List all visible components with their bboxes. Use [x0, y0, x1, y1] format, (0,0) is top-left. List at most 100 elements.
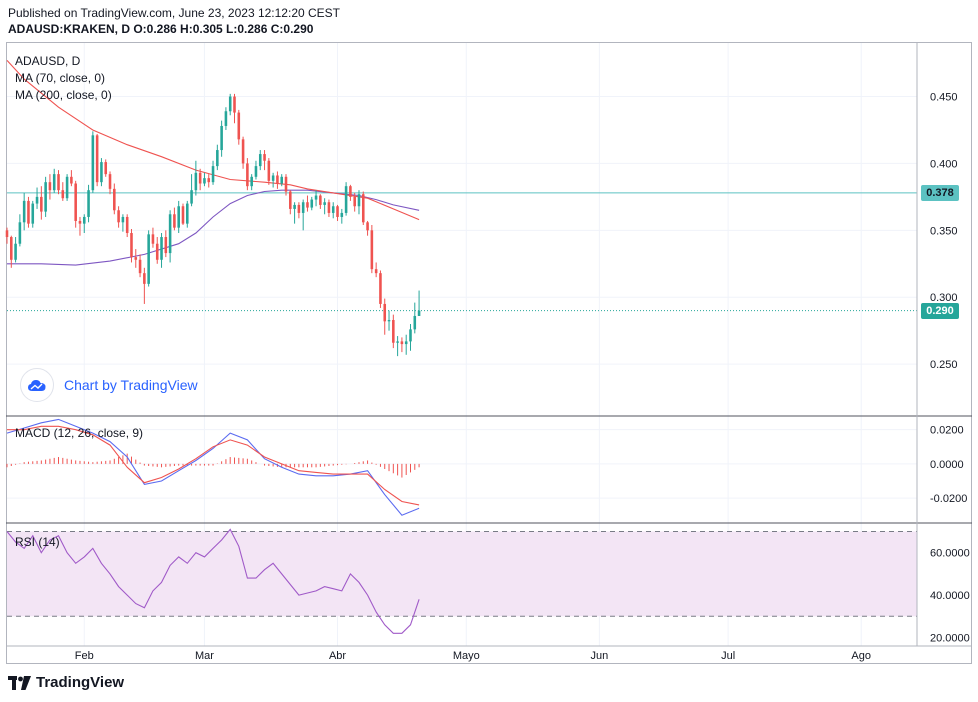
candle-body: [336, 206, 339, 217]
rsi-band-fill: [7, 531, 917, 617]
macd-tick-label: 0.0000: [930, 459, 964, 471]
candle-body: [104, 162, 108, 175]
candle-body: [61, 190, 65, 199]
candle-body: [417, 310, 421, 316]
candle-body: [198, 172, 202, 184]
candle-body: [306, 202, 309, 208]
candle-body: [22, 200, 26, 223]
cloud-icon: [20, 368, 54, 402]
rsi-band: [7, 530, 917, 617]
macd-tick-label: 0.0200: [930, 425, 964, 437]
macd-signal-line: [7, 425, 420, 506]
candle-body: [327, 202, 331, 213]
candle-body: [220, 125, 223, 151]
candle-body: [27, 200, 30, 224]
candle-body: [10, 237, 13, 260]
candle-body: [254, 166, 258, 177]
x-tick-label: Mar: [195, 650, 214, 662]
candle-body: [216, 150, 219, 167]
x-tick-label: Ago: [851, 650, 871, 662]
price-tick-label: 0.400: [930, 158, 958, 170]
candle-body: [82, 216, 86, 224]
candle-body: [181, 206, 185, 224]
candle-body: [267, 160, 271, 181]
candle-body: [5, 230, 9, 238]
candle-body: [121, 216, 125, 223]
candle-body: [130, 233, 133, 258]
candle-body: [207, 178, 211, 183]
candle-body: [409, 329, 412, 342]
rsi-tick-label: 20.0000: [930, 633, 970, 645]
candle-body: [246, 163, 249, 187]
x-tick-label: Abr: [329, 650, 346, 662]
candle-body: [194, 172, 198, 191]
candle-body: [143, 273, 146, 284]
candle-body: [18, 222, 22, 244]
candle-body: [374, 269, 378, 274]
candle-body: [263, 154, 266, 161]
candle-body: [147, 234, 150, 284]
candle-body: [87, 190, 90, 217]
macd-tick-label: -0.0200: [930, 493, 967, 505]
candle-body: [353, 196, 356, 207]
x-tick-label: Mayo: [453, 650, 480, 662]
ma200-line: [7, 189, 420, 266]
candle-body: [100, 162, 103, 183]
candle-body: [310, 199, 314, 208]
candle-body: [323, 202, 326, 205]
footer-brand-text: TradingView: [36, 674, 125, 691]
candle-body: [297, 204, 301, 213]
candle-body: [35, 196, 39, 204]
candle-body: [31, 203, 35, 224]
candle-body: [344, 186, 348, 213]
last-price-badge: 0.290: [921, 302, 959, 319]
candle-body: [258, 154, 262, 167]
legend-ma200: MA (200, close, 0): [15, 88, 112, 102]
level-price-badge: 0.378: [921, 184, 959, 201]
candle-body: [319, 195, 322, 205]
chart-watermark[interactable]: Chart by TradingView: [20, 368, 198, 402]
candle-body: [396, 341, 399, 343]
candle-body: [91, 135, 95, 191]
candle-body: [177, 206, 180, 228]
candle-body: [224, 111, 228, 126]
candle-body: [125, 216, 129, 234]
candle-body: [314, 195, 318, 200]
candle-body: [280, 176, 284, 184]
candle-body: [404, 341, 408, 345]
candle-body: [237, 112, 241, 140]
series-layer: [5, 60, 917, 634]
candle-body: [293, 204, 296, 209]
candle-body: [284, 176, 288, 192]
candle-body: [203, 178, 206, 184]
candle-body: [233, 96, 236, 113]
candle-body: [185, 203, 189, 224]
footer-brand[interactable]: TradingView: [8, 674, 124, 691]
candle-body: [108, 174, 112, 189]
candle-body: [361, 194, 365, 223]
price-tick-label: 0.450: [930, 92, 958, 104]
candle-body: [40, 196, 43, 212]
candle-body: [340, 212, 344, 217]
candle-body: [211, 166, 215, 183]
legend-ma70: MA (70, close, 0): [15, 71, 106, 85]
candle-body: [228, 96, 232, 112]
candle-body: [392, 319, 395, 343]
candle-body: [134, 257, 138, 260]
candle-body: [14, 243, 17, 260]
candle-body: [413, 315, 417, 330]
candle-body: [301, 202, 305, 213]
rsi-line: [6, 528, 420, 634]
chart-frame[interactable]: [6, 42, 972, 664]
candle-body: [48, 182, 52, 191]
candle-body: [271, 175, 275, 181]
candle-body: [387, 319, 391, 322]
legend-macd: MACD (12, 26, close, 9): [15, 426, 144, 440]
candle-body: [95, 135, 99, 183]
candle-body: [173, 214, 176, 228]
x-tick-label: Jun: [590, 650, 608, 662]
candle-body: [113, 188, 116, 211]
ohlc-readout: ADAUSD:KRAKEN, D O:0.286 H:0.305 L:0.286…: [8, 22, 314, 36]
tradingview-logo-icon: [8, 675, 31, 690]
